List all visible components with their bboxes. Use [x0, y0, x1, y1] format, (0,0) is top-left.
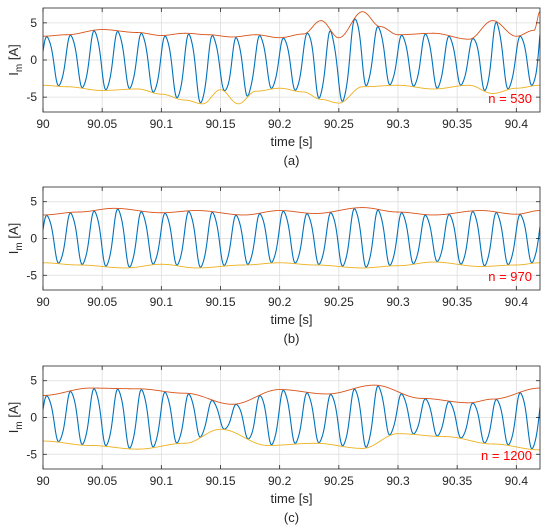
x-tick-label: 90.3: [386, 474, 410, 488]
series-group: [43, 11, 540, 105]
lower-envelope-line: [43, 428, 540, 451]
x-axis-label: time [s]: [271, 491, 313, 506]
x-tick-label: 90.3: [386, 295, 410, 309]
x-tick-label: 90.2: [268, 474, 292, 488]
x-tick-label: 90.05: [87, 295, 117, 309]
panel-caption: (b): [284, 331, 300, 346]
y-tick-label: -5: [26, 90, 37, 104]
series-group: [43, 384, 540, 451]
y-tick-label: -5: [26, 268, 37, 282]
x-tick-label: 90.15: [205, 474, 235, 488]
lower-envelope-line: [43, 261, 540, 269]
x-tick-label: 90: [36, 474, 50, 488]
x-tick-label: 90.2: [268, 295, 292, 309]
lower-envelope-line: [43, 84, 540, 105]
x-tick-label: 90.35: [442, 117, 472, 131]
grid: [42, 366, 540, 469]
x-tick-label: 90: [36, 295, 50, 309]
x-tick-label: 90.2: [268, 117, 292, 131]
grid: [42, 8, 540, 112]
x-axis-label: time [s]: [271, 312, 313, 327]
y-tick-label: 0: [30, 411, 37, 425]
annotation-label: n = 970: [488, 269, 532, 284]
panel-caption: (c): [284, 510, 299, 525]
signal-line: [43, 208, 540, 268]
upper-envelope-line: [43, 11, 540, 40]
annotation-label: n = 1200: [481, 448, 532, 463]
chart-panel-2: 90 90.05 90.1 90.15 90.2 90.25 90.3 90.35 90.4 5 0…: [6, 186, 541, 346]
x-tick-label: 90.15: [205, 295, 235, 309]
x-tick-label: 90.25: [324, 474, 354, 488]
y-axis-label: Im [A]: [6, 402, 25, 433]
annotation-label: n = 530: [488, 91, 532, 106]
x-tick-label: 90.35: [442, 474, 472, 488]
x-tick-label: 90.15: [205, 117, 235, 131]
x-tick-label: 90.25: [324, 117, 354, 131]
y-tick-label: 5: [30, 195, 37, 209]
x-tick-label: 90.3: [386, 117, 410, 131]
y-axis-label: Im [A]: [6, 223, 25, 254]
x-tick-label: 90.05: [87, 474, 117, 488]
x-tick-label: 90: [36, 117, 50, 131]
x-tick-label: 90.05: [87, 117, 117, 131]
panel-caption: (a): [284, 153, 300, 168]
chart-panel-1: 90 90.05 90.1 90.15 90.2 90.25 90.3 90.35 90.4 5 0…: [6, 7, 541, 168]
x-tick-label: 90.1: [150, 474, 174, 488]
y-tick-label: -5: [26, 447, 37, 461]
x-tick-label: 90.1: [150, 295, 174, 309]
x-axis-label: time [s]: [271, 134, 313, 149]
signal-line: [43, 18, 540, 104]
chart-panel-3: 90 90.05 90.1 90.15 90.2 90.25 90.3 90.35 90.4 5 0…: [6, 365, 541, 525]
x-tick-label: 90.1: [150, 117, 174, 131]
x-tick-label: 90.35: [442, 295, 472, 309]
y-tick-label: 0: [30, 53, 37, 67]
x-tick-label: 90.4: [505, 474, 529, 488]
y-axis-label: Im [A]: [6, 44, 25, 75]
signal-line: [43, 385, 540, 450]
upper-envelope-line: [43, 207, 540, 216]
x-tick-label: 90.4: [505, 117, 529, 131]
series-group: [43, 207, 540, 269]
y-tick-label: 0: [30, 232, 37, 246]
y-tick-label: 5: [30, 374, 37, 388]
x-tick-label: 90.4: [505, 295, 529, 309]
y-tick-label: 5: [30, 16, 37, 30]
upper-envelope-line: [43, 384, 540, 405]
x-tick-label: 90.25: [324, 295, 354, 309]
